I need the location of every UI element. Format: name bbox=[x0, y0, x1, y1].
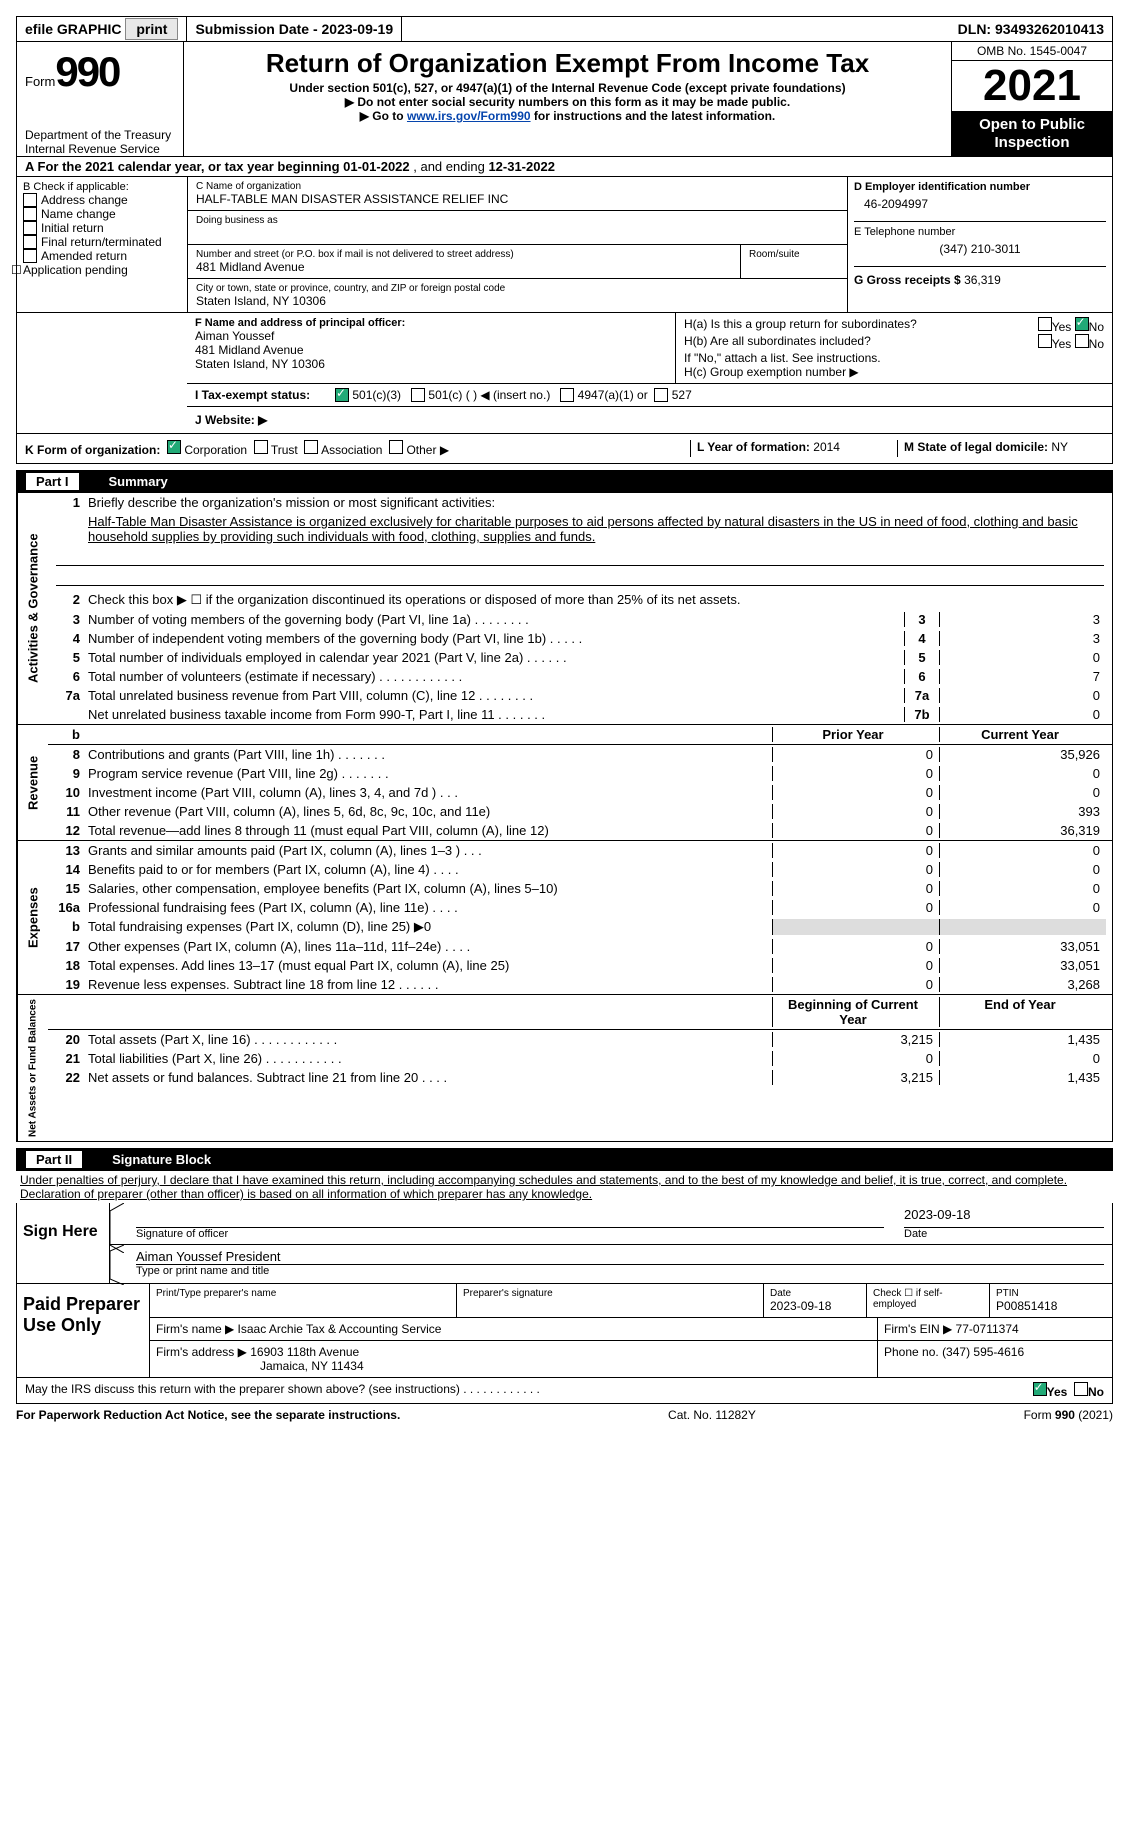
period-line: A For the 2021 calendar year, or tax yea… bbox=[16, 157, 1113, 177]
row-j: J Website: ▶ bbox=[187, 406, 1112, 433]
efile-label: efile GRAPHIC print bbox=[17, 17, 187, 41]
row-i: I Tax-exempt status: 501(c)(3) 501(c) ( … bbox=[187, 383, 1112, 406]
form-title: Return of Organization Exempt From Incom… bbox=[194, 48, 941, 79]
form-prefix: Form bbox=[25, 74, 55, 89]
form-number: 990 bbox=[55, 48, 119, 95]
box-f: F Name and address of principal officer:… bbox=[187, 313, 676, 383]
paid-preparer-block: Paid Preparer Use Only Print/Type prepar… bbox=[16, 1284, 1113, 1378]
box-c: C Name of organization HALF-TABLE MAN DI… bbox=[188, 177, 848, 312]
tax-year: 2021 bbox=[952, 61, 1112, 112]
top-bar: efile GRAPHIC print Submission Date - 20… bbox=[16, 16, 1113, 42]
q2: Check this box ▶ ☐ if the organization d… bbox=[88, 592, 1106, 608]
vtab-revenue: Revenue bbox=[17, 725, 48, 840]
subtitle-3: ▶ Go to www.irs.gov/Form990 for instruct… bbox=[194, 109, 941, 123]
box-h: H(a) Is this a group return for subordin… bbox=[676, 313, 1112, 383]
open-to-public: Open to Public Inspection bbox=[952, 112, 1112, 156]
irs-link[interactable]: www.irs.gov/Form990 bbox=[407, 109, 531, 123]
sign-here-block: Sign Here Signature of officer 2023-09-1… bbox=[16, 1203, 1113, 1284]
part2-header: Part IISignature Block bbox=[16, 1148, 1113, 1171]
dept-line1: Department of the Treasury bbox=[25, 128, 175, 142]
print-button[interactable]: print bbox=[125, 18, 178, 40]
vtab-expenses: Expenses bbox=[17, 841, 48, 994]
vtab-net: Net Assets or Fund Balances bbox=[17, 995, 48, 1141]
discuss-row: May the IRS discuss this return with the… bbox=[16, 1378, 1113, 1404]
dln-cell: DLN: 93493262010413 bbox=[950, 17, 1112, 41]
form-header: Form990 Department of the Treasury Inter… bbox=[16, 42, 1113, 157]
vtab-activities: Activities & Governance bbox=[17, 493, 48, 724]
q1-text: Half-Table Man Disaster Assistance is or… bbox=[88, 514, 1106, 544]
page-footer: For Paperwork Reduction Act Notice, see … bbox=[16, 1404, 1113, 1426]
submission-cell: Submission Date - 2023-09-19 bbox=[187, 17, 402, 41]
box-b: B Check if applicable: Address change Na… bbox=[17, 177, 188, 312]
row-klm: K Form of organization: Corporation Trus… bbox=[16, 434, 1113, 464]
part1-header: Part ISummary bbox=[16, 470, 1113, 493]
dept-line2: Internal Revenue Service bbox=[25, 142, 175, 156]
omb-number: OMB No. 1545-0047 bbox=[952, 42, 1112, 61]
penalty-text: Under penalties of perjury, I declare th… bbox=[16, 1171, 1113, 1203]
subtitle-1: Under section 501(c), 527, or 4947(a)(1)… bbox=[194, 81, 941, 95]
q1-label: Briefly describe the organization's miss… bbox=[88, 495, 1106, 510]
subtitle-2: ▶ Do not enter social security numbers o… bbox=[194, 95, 941, 109]
box-d: D Employer identification number 46-2094… bbox=[848, 177, 1112, 312]
